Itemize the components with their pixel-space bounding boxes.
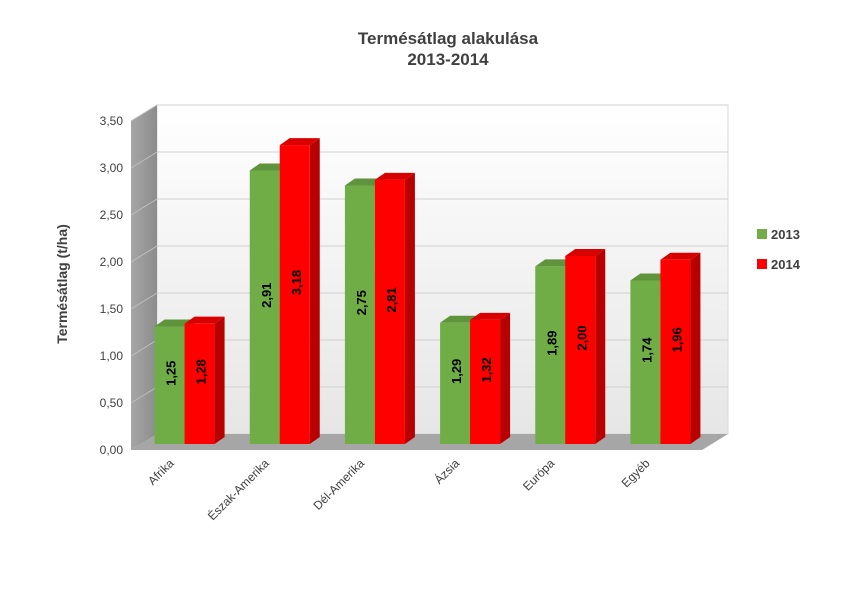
bar-top — [660, 252, 701, 260]
legend-swatch-2014 — [757, 259, 767, 269]
bar-front — [660, 259, 691, 444]
data-label: 1,89 — [544, 331, 559, 356]
y-tick-label: 2,50 — [100, 208, 124, 222]
data-label: 1,96 — [669, 327, 684, 352]
legend-label-2014: 2014 — [771, 257, 801, 272]
data-label: 2,81 — [384, 287, 399, 312]
x-tick-label: Észak-Amerika — [204, 455, 272, 523]
gridline-side — [130, 339, 158, 357]
legend-label-2013: 2013 — [771, 227, 800, 242]
data-label: 1,32 — [479, 357, 494, 382]
bar-top — [470, 312, 511, 320]
gridline-side — [130, 151, 158, 169]
bar-top — [279, 138, 320, 146]
y-tick-label: 1,00 — [100, 349, 124, 363]
data-label: 1,28 — [194, 359, 209, 384]
y-tick-label: 3,50 — [100, 114, 124, 128]
data-label: 2,75 — [354, 290, 369, 315]
x-tick-label: Európa — [520, 456, 557, 493]
y-tick-label: 3,00 — [100, 161, 124, 175]
bar-front — [279, 145, 310, 444]
bar-side — [309, 138, 320, 444]
y-axis-label: Termésátlag (t/ha) — [54, 224, 70, 344]
gridline-side — [130, 198, 158, 216]
data-label: 2,00 — [574, 325, 589, 350]
bar-front — [630, 280, 661, 444]
bar-2014-Afrika: 1,28 — [184, 316, 225, 444]
bar-top — [184, 316, 225, 324]
x-tick-label: Dél-Amerika — [310, 456, 367, 513]
y-tick-label: 2,00 — [100, 255, 124, 269]
gridline-side — [130, 245, 158, 263]
data-label: 1,25 — [164, 361, 179, 386]
bar-2014-Egyéb: 1,96 — [660, 252, 701, 444]
chart-subtitle: 2013-2014 — [407, 50, 489, 69]
bar-side — [500, 312, 511, 444]
bars: 1,25 1,28 2,91 3,18 2,75 2,81 1,29 1,32 1,89 2,00… — [154, 138, 701, 445]
bar-side — [595, 249, 606, 444]
bar-front — [565, 256, 596, 444]
y-tick-label: 0,50 — [100, 396, 124, 410]
bar-front — [184, 323, 215, 444]
x-tick-label: Ázsia — [431, 455, 463, 487]
bar-front — [440, 322, 471, 444]
gridline-side — [130, 292, 158, 310]
side-wall — [131, 105, 157, 450]
gridline-side — [130, 386, 158, 404]
data-label: 3,18 — [289, 270, 304, 295]
bar-front — [249, 170, 280, 444]
bar-2014-Európa: 2,00 — [565, 249, 606, 444]
data-label: 2,91 — [259, 283, 274, 308]
bar-2014-Észak-Amerika: 3,18 — [279, 138, 320, 444]
y-tick-label: 1,50 — [100, 302, 124, 316]
bar-front — [470, 319, 501, 444]
bar-side — [404, 172, 415, 445]
data-label: 1,29 — [449, 359, 464, 384]
data-label: 1,74 — [639, 337, 654, 363]
legend-swatch-2013 — [757, 229, 767, 239]
gridline-side — [130, 104, 158, 122]
bar-front — [344, 185, 375, 444]
bar-front — [374, 179, 405, 445]
bar-front — [535, 266, 566, 444]
bar-top — [374, 172, 415, 180]
bar-front — [154, 326, 185, 444]
x-tick-label: Egyéb — [619, 456, 653, 490]
chart-title: Termésátlag alakulása — [358, 29, 539, 48]
bar-2014-Ázsia: 1,32 — [470, 312, 511, 444]
legend: 2013 2014 — [757, 227, 801, 272]
bar-top — [565, 249, 606, 256]
x-tick-label: Afrika — [145, 456, 177, 488]
y-tick-label: 0,00 — [100, 443, 124, 457]
bar-2014-Dél-Amerika: 2,81 — [374, 172, 415, 445]
bar-side — [690, 252, 701, 444]
bar-side — [214, 316, 225, 444]
